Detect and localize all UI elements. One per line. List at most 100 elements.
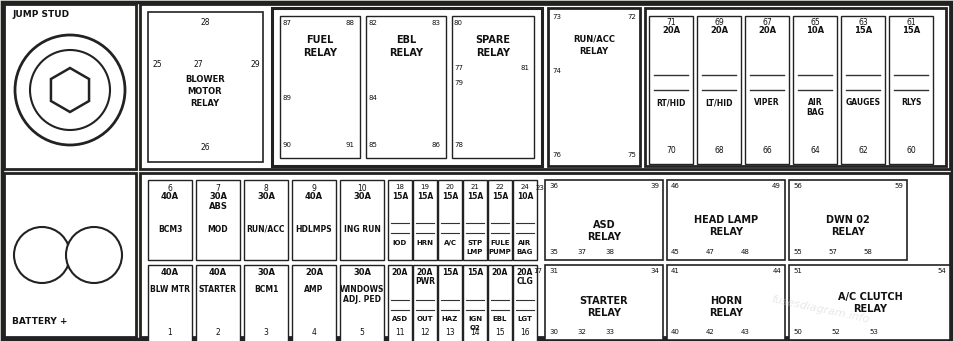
Text: RELAY: RELAY — [586, 232, 620, 242]
Text: fusesdiagram.info: fusesdiagram.info — [769, 295, 869, 325]
Text: 25: 25 — [152, 60, 162, 69]
Bar — [888, 16, 932, 164]
Bar — [788, 180, 906, 260]
Text: STARTER: STARTER — [199, 285, 236, 294]
Text: 12: 12 — [420, 328, 429, 337]
Text: 54: 54 — [936, 268, 945, 274]
Text: 17: 17 — [533, 268, 542, 274]
Text: 15A: 15A — [392, 192, 408, 201]
Text: 20A: 20A — [492, 268, 508, 277]
Text: HDLMPS: HDLMPS — [295, 225, 332, 234]
Text: 61: 61 — [905, 18, 915, 27]
Text: 58: 58 — [862, 249, 871, 255]
Text: 2: 2 — [215, 328, 220, 337]
Text: 10A: 10A — [517, 192, 533, 201]
Text: FULE: FULE — [490, 240, 509, 246]
Text: LGT: LGT — [517, 316, 532, 322]
Text: BLW MTR: BLW MTR — [150, 285, 190, 294]
Text: 67: 67 — [761, 18, 771, 27]
Text: 68: 68 — [714, 146, 723, 155]
Bar — [462, 265, 486, 341]
Bar — [513, 180, 537, 260]
Bar — [788, 265, 949, 340]
Bar — [366, 16, 446, 158]
Text: 15A: 15A — [441, 192, 457, 201]
Text: 84: 84 — [369, 95, 377, 101]
Text: 40A: 40A — [161, 268, 179, 277]
Text: HEAD LAMP: HEAD LAMP — [693, 215, 758, 225]
Text: 35: 35 — [548, 249, 558, 255]
Text: 56: 56 — [792, 183, 801, 189]
Text: 75: 75 — [626, 152, 636, 158]
Text: BAG: BAG — [517, 249, 533, 255]
Text: 26: 26 — [200, 143, 210, 152]
Bar — [413, 265, 436, 341]
Text: EBL: EBL — [493, 316, 507, 322]
Text: 13: 13 — [445, 328, 455, 337]
Text: 10A: 10A — [805, 26, 823, 35]
Bar — [4, 173, 136, 337]
Text: 89: 89 — [283, 95, 292, 101]
Text: ASD: ASD — [392, 316, 408, 322]
Text: BATTERY +: BATTERY + — [12, 317, 68, 326]
Text: 15A: 15A — [901, 26, 919, 35]
Bar — [195, 265, 240, 341]
Text: EBL: EBL — [395, 35, 416, 45]
Text: 31: 31 — [548, 268, 558, 274]
Text: 83: 83 — [432, 20, 440, 26]
Text: 15A: 15A — [416, 192, 433, 201]
Text: 40: 40 — [670, 329, 679, 335]
Text: 20: 20 — [445, 184, 454, 190]
Text: 46: 46 — [670, 183, 679, 189]
Text: 11: 11 — [395, 328, 404, 337]
Text: 19: 19 — [420, 184, 429, 190]
Text: 57: 57 — [827, 249, 836, 255]
Text: IGN: IGN — [468, 316, 481, 322]
Text: 48: 48 — [740, 249, 749, 255]
Text: ING RUN: ING RUN — [343, 225, 380, 234]
Bar — [244, 265, 288, 341]
Text: 20A: 20A — [392, 268, 408, 277]
Text: 20A: 20A — [416, 268, 433, 277]
Text: 20A: 20A — [661, 26, 679, 35]
Text: 37: 37 — [577, 249, 585, 255]
Bar — [272, 8, 541, 166]
Bar — [452, 16, 534, 158]
Text: AIR: AIR — [517, 240, 531, 246]
Text: 78: 78 — [454, 142, 462, 148]
Text: RELAY: RELAY — [830, 227, 864, 237]
Bar — [547, 8, 639, 166]
Text: 45: 45 — [670, 249, 679, 255]
Text: LT/HID: LT/HID — [704, 98, 732, 107]
Bar — [437, 180, 461, 260]
Circle shape — [15, 35, 125, 145]
Bar — [513, 265, 537, 341]
Text: 76: 76 — [552, 152, 560, 158]
Bar — [292, 180, 335, 260]
Text: 64: 64 — [809, 146, 819, 155]
Text: 10: 10 — [356, 184, 366, 193]
Text: 41: 41 — [670, 268, 679, 274]
Text: DWN 02: DWN 02 — [825, 215, 869, 225]
Text: AIR: AIR — [807, 98, 821, 107]
Text: 88: 88 — [346, 20, 355, 26]
Text: 15: 15 — [495, 328, 504, 337]
Text: 72: 72 — [626, 14, 636, 20]
Text: RELAY: RELAY — [852, 304, 886, 314]
Bar — [462, 180, 486, 260]
Text: RUN/ACC: RUN/ACC — [573, 35, 615, 44]
Text: ASD: ASD — [592, 220, 615, 230]
Text: 30A: 30A — [353, 192, 371, 201]
Text: AMP: AMP — [304, 285, 323, 294]
Text: 70: 70 — [665, 146, 675, 155]
Bar — [744, 16, 788, 164]
Text: 15A: 15A — [441, 268, 457, 277]
Text: 77: 77 — [454, 65, 462, 71]
Text: RUN/ACC: RUN/ACC — [247, 225, 285, 234]
Text: 39: 39 — [649, 183, 659, 189]
Text: 34: 34 — [649, 268, 659, 274]
Text: RELAY: RELAY — [708, 308, 742, 318]
Text: 5: 5 — [359, 328, 364, 337]
Bar — [4, 4, 136, 169]
Text: RELAY: RELAY — [191, 99, 219, 108]
